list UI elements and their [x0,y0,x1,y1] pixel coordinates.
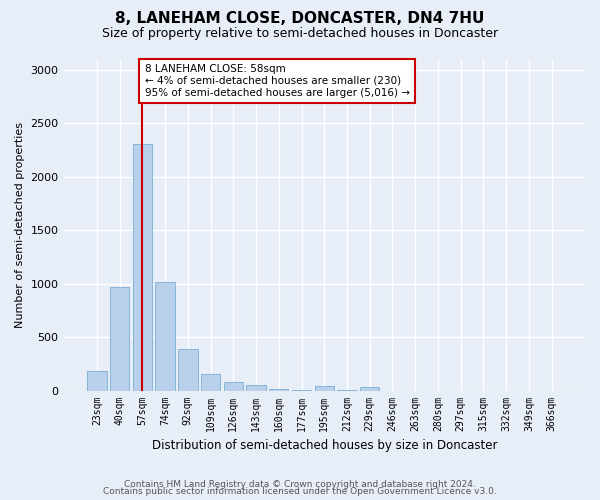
Bar [87,371,107,391]
Text: Size of property relative to semi-detached houses in Doncaster: Size of property relative to semi-detach… [102,28,498,40]
Bar [110,286,130,391]
Bar [133,144,152,391]
Bar [269,390,289,391]
Bar [314,386,334,391]
Bar [201,374,220,391]
Bar [428,390,448,391]
Text: Contains public sector information licensed under the Open Government Licence v3: Contains public sector information licen… [103,487,497,496]
Text: 8 LANEHAM CLOSE: 58sqm
← 4% of semi-detached houses are smaller (230)
95% of sem: 8 LANEHAM CLOSE: 58sqm ← 4% of semi-deta… [145,64,410,98]
Bar [155,282,175,391]
Bar [451,390,470,391]
X-axis label: Distribution of semi-detached houses by size in Doncaster: Distribution of semi-detached houses by … [152,440,497,452]
Bar [247,385,266,391]
Bar [337,390,356,391]
Y-axis label: Number of semi-detached properties: Number of semi-detached properties [15,122,25,328]
Bar [360,387,379,391]
Bar [406,390,425,391]
Bar [224,382,243,391]
Bar [474,390,493,391]
Bar [542,390,561,391]
Bar [178,350,197,391]
Bar [383,390,402,391]
Bar [496,390,516,391]
Text: 8, LANEHAM CLOSE, DONCASTER, DN4 7HU: 8, LANEHAM CLOSE, DONCASTER, DN4 7HU [115,11,485,26]
Bar [292,390,311,391]
Bar [519,390,539,391]
Text: Contains HM Land Registry data © Crown copyright and database right 2024.: Contains HM Land Registry data © Crown c… [124,480,476,489]
